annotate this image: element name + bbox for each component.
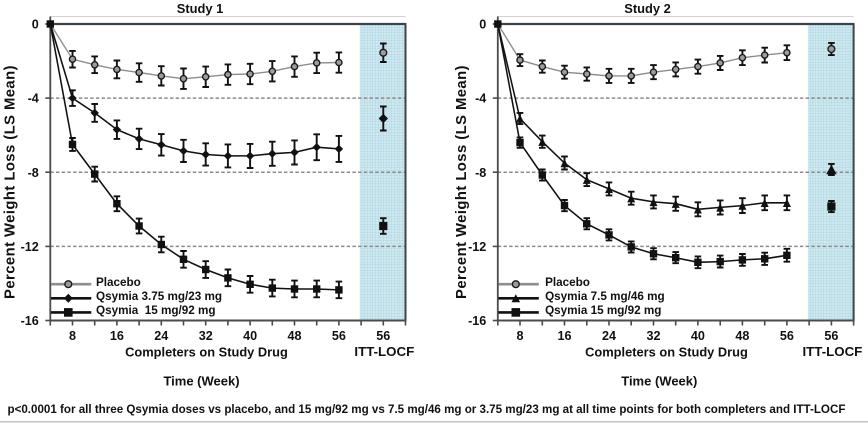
svg-text:0: 0 [32, 18, 39, 32]
svg-text:56: 56 [780, 329, 794, 343]
svg-text:8: 8 [69, 329, 76, 343]
svg-text:56: 56 [824, 329, 838, 343]
svg-text:8: 8 [516, 329, 523, 343]
svg-text:ITT-LOCF: ITT-LOCF [802, 344, 862, 359]
svg-text:Placebo: Placebo [96, 276, 141, 289]
svg-text:48: 48 [735, 329, 749, 343]
svg-text:0: 0 [479, 18, 486, 32]
svg-text:Completers on Study Drug: Completers on Study Drug [125, 345, 288, 360]
svg-text:Time (Week): Time (Week) [163, 373, 239, 388]
svg-text:Qsymia 7.5 mg/46 mg: Qsymia 7.5 mg/46 mg [545, 290, 665, 303]
svg-text:-16: -16 [21, 314, 39, 328]
svg-text:Percent Weight Loss (LS Mean): Percent Weight Loss (LS Mean) [454, 65, 470, 299]
svg-text:Study 1: Study 1 [177, 1, 224, 16]
svg-text:40: 40 [691, 329, 705, 343]
svg-text:32: 32 [199, 329, 213, 343]
svg-text:Completers on Study Drug: Completers on Study Drug [585, 345, 748, 360]
svg-text:40: 40 [243, 329, 257, 343]
svg-text:56: 56 [332, 329, 346, 343]
svg-text:-4: -4 [475, 92, 486, 106]
svg-text:24: 24 [154, 329, 168, 343]
svg-text:16: 16 [110, 329, 124, 343]
svg-text:-8: -8 [28, 166, 39, 180]
svg-text:-4: -4 [28, 92, 39, 106]
svg-text:48: 48 [287, 329, 301, 343]
svg-text:Qsymia 15 mg/92 mg: Qsymia 15 mg/92 mg [545, 304, 661, 317]
svg-text:ITT-LOCF: ITT-LOCF [354, 344, 414, 359]
svg-text:56: 56 [376, 329, 390, 343]
svg-text:16: 16 [557, 329, 571, 343]
svg-text:32: 32 [646, 329, 660, 343]
svg-text:24: 24 [602, 329, 616, 343]
svg-text:-16: -16 [468, 314, 486, 328]
svg-text:Percent Weight Loss (LS Mean): Percent Weight Loss (LS Mean) [3, 65, 19, 299]
svg-text:Qsymia 15 mg/92 mg: Qsymia 15 mg/92 mg [96, 304, 216, 317]
svg-text:-12: -12 [21, 240, 39, 254]
svg-text:Placebo: Placebo [545, 276, 590, 289]
svg-text:Qsymia 3.75 mg/23 mg: Qsymia 3.75 mg/23 mg [96, 290, 222, 303]
svg-text:-12: -12 [468, 240, 486, 254]
svg-text:-8: -8 [475, 166, 486, 180]
svg-text:Study 2: Study 2 [624, 1, 671, 16]
svg-text:p<0.0001 for all three Qsymia: p<0.0001 for all three Qsymia doses vs p… [8, 403, 846, 416]
svg-text:Time (Week): Time (Week) [621, 373, 697, 388]
